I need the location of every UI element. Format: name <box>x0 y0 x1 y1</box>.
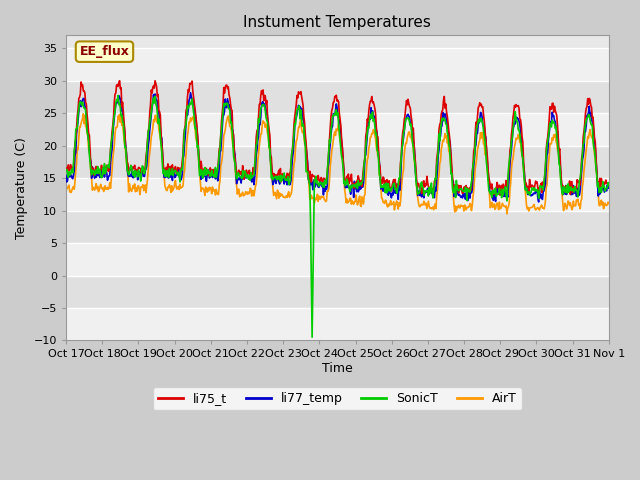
li75_t <box>72 136 79 142</box>
Line: li75_t: li75_t <box>66 81 609 195</box>
AirT <box>404 132 412 137</box>
Bar <box>66 178 609 211</box>
SonicT <box>605 182 612 188</box>
AirT <box>184 132 191 138</box>
SonicT <box>72 127 79 132</box>
Bar <box>66 113 609 146</box>
Bar <box>66 211 609 243</box>
Y-axis label: Temperature (C): Temperature (C) <box>15 137 28 239</box>
li77_temp <box>420 195 428 201</box>
li77_temp <box>128 174 136 180</box>
li77_temp <box>62 173 70 179</box>
Text: EE_flux: EE_flux <box>79 45 129 58</box>
SonicT <box>114 93 122 98</box>
Legend: li75_t, li77_temp, SonicT, AirT: li75_t, li77_temp, SonicT, AirT <box>153 387 522 410</box>
li77_temp <box>404 111 412 117</box>
li75_t <box>420 178 428 184</box>
li75_t <box>212 172 220 178</box>
AirT <box>212 186 220 192</box>
SonicT <box>129 170 136 176</box>
SonicT <box>420 188 428 194</box>
Bar <box>66 146 609 178</box>
Bar <box>66 48 609 81</box>
AirT <box>420 198 428 204</box>
Bar <box>66 81 609 113</box>
AirT <box>62 190 70 195</box>
li77_temp <box>187 90 195 96</box>
SonicT <box>212 175 220 180</box>
Line: SonicT: SonicT <box>66 96 609 337</box>
li77_temp <box>72 149 79 155</box>
AirT <box>72 168 79 173</box>
AirT <box>605 201 612 206</box>
li75_t <box>605 181 612 187</box>
AirT <box>503 211 511 217</box>
SonicT <box>184 103 191 109</box>
li77_temp <box>535 199 543 205</box>
li77_temp <box>212 174 220 180</box>
Title: Instument Temperatures: Instument Temperatures <box>243 15 431 30</box>
AirT <box>79 111 87 117</box>
li77_temp <box>605 185 612 191</box>
li75_t <box>62 166 70 171</box>
Bar <box>66 308 609 340</box>
li75_t <box>129 167 136 173</box>
li75_t <box>496 192 504 198</box>
li75_t <box>404 96 412 102</box>
li75_t <box>116 78 124 84</box>
Bar <box>66 243 609 276</box>
Line: li77_temp: li77_temp <box>66 93 609 202</box>
Bar <box>66 276 609 308</box>
SonicT <box>308 335 316 340</box>
X-axis label: Time: Time <box>322 362 353 375</box>
Line: AirT: AirT <box>66 114 609 214</box>
SonicT <box>405 116 413 122</box>
li75_t <box>184 93 191 99</box>
SonicT <box>62 168 70 174</box>
AirT <box>129 185 136 191</box>
li77_temp <box>183 109 191 115</box>
